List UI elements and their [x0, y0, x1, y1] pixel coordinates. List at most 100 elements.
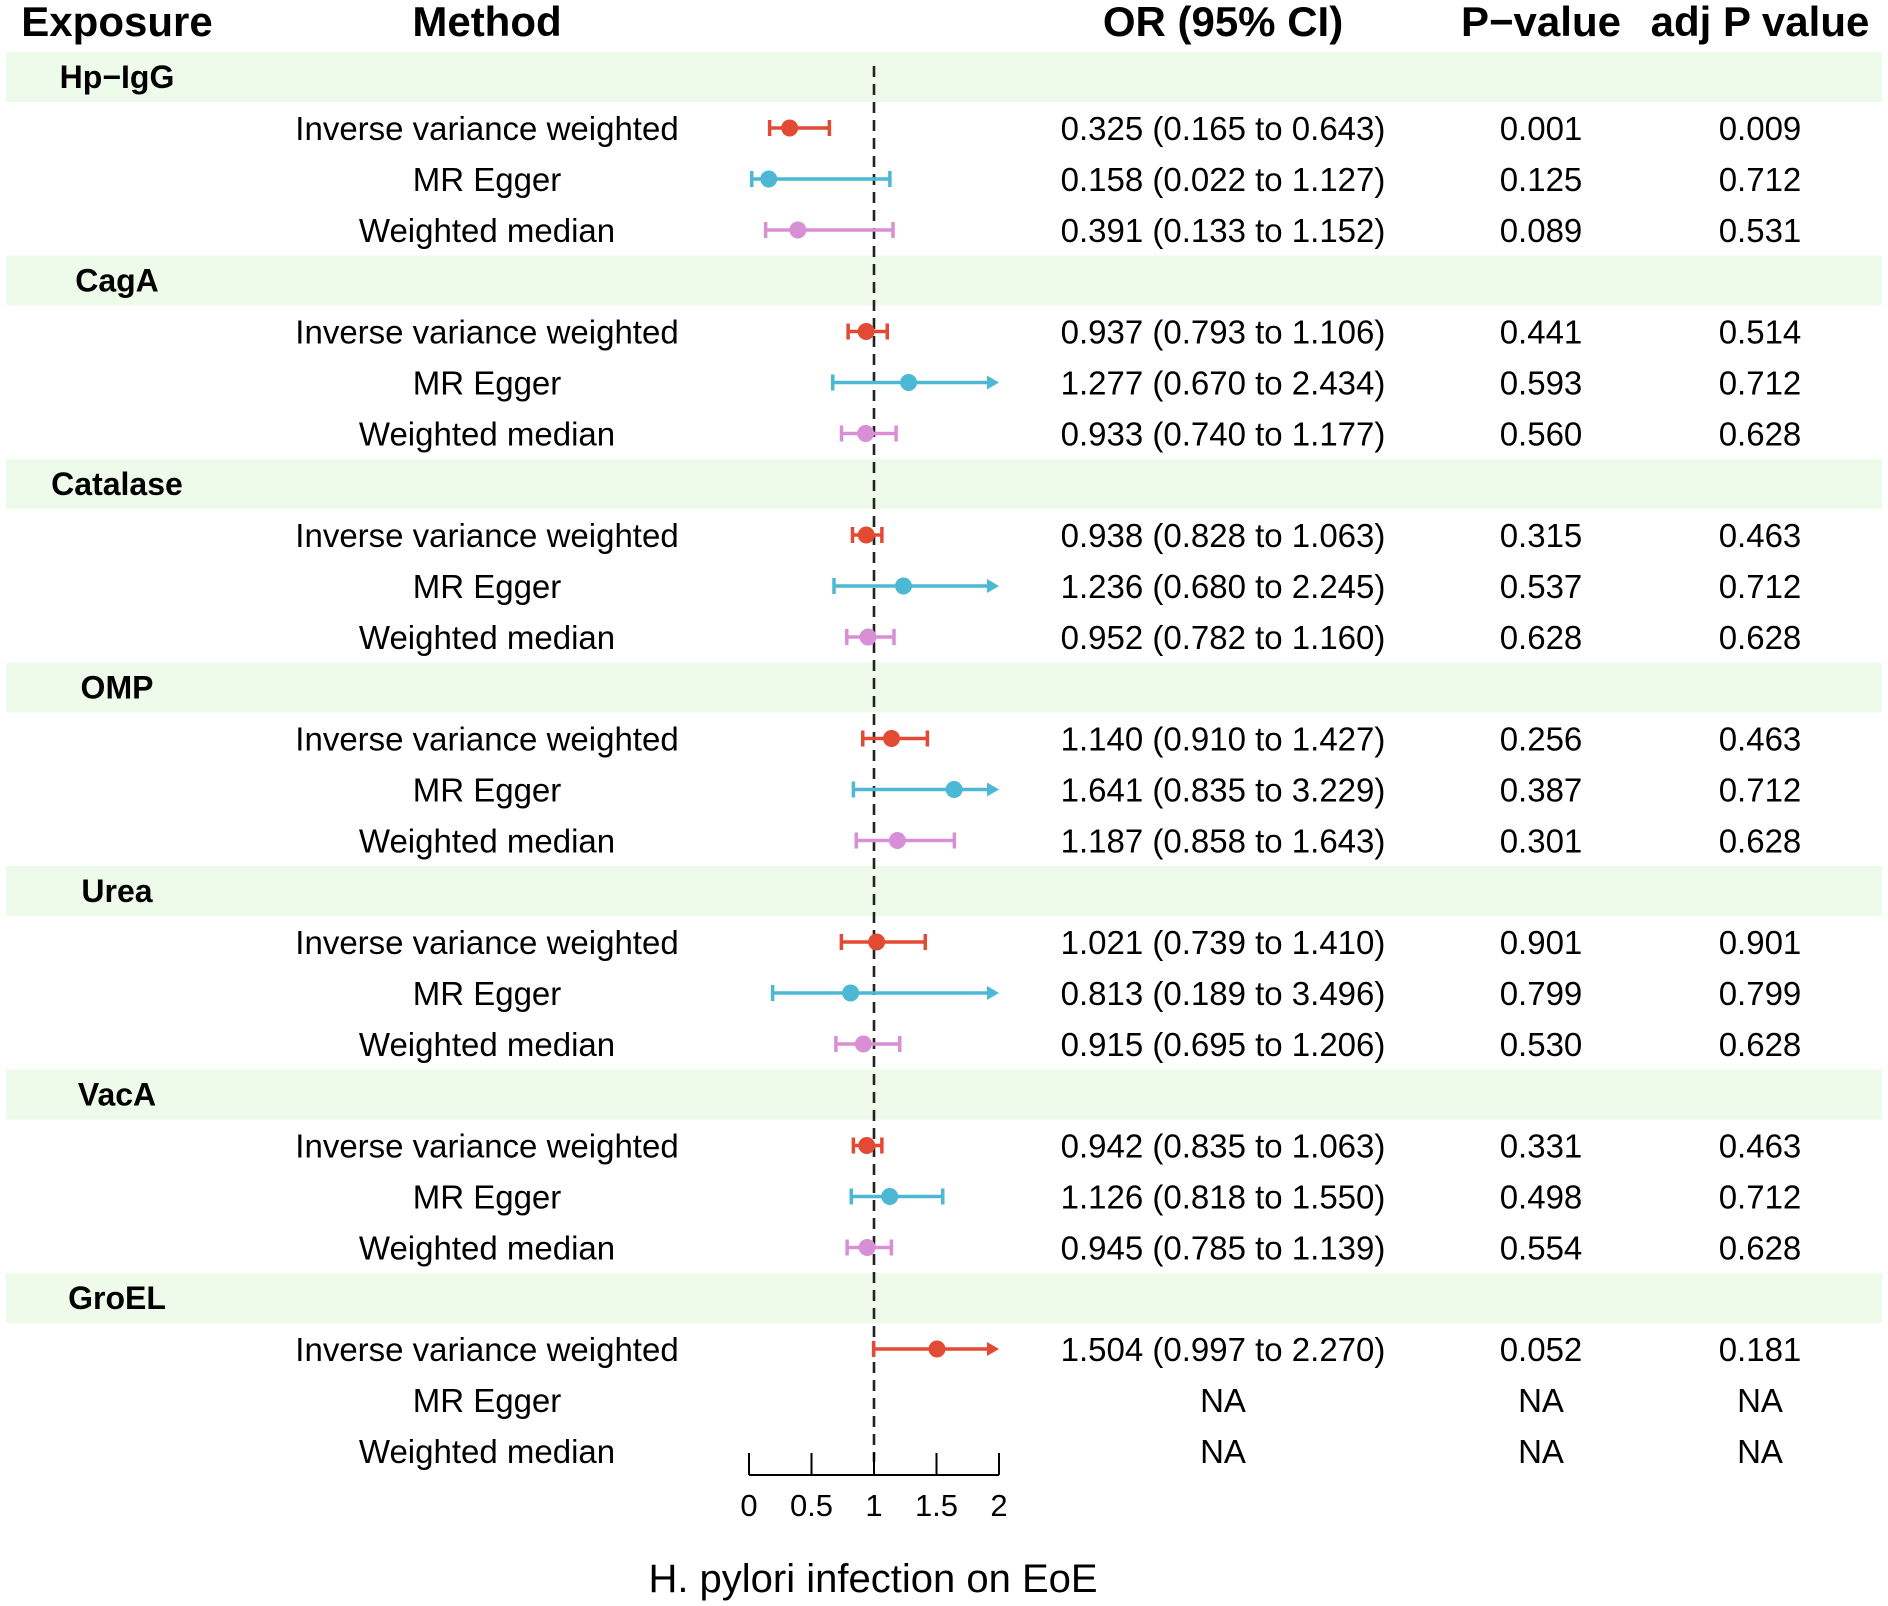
method-label: Inverse variance weighted — [295, 314, 678, 351]
p-value: 0.052 — [1500, 1331, 1583, 1368]
or-ci-value: 0.933 (0.740 to 1.177) — [1061, 416, 1386, 453]
or-ci-value: 0.937 (0.793 to 1.106) — [1061, 314, 1386, 351]
point-estimate — [842, 984, 860, 1002]
or-ci-value: 1.277 (0.670 to 2.434) — [1061, 365, 1386, 402]
header-or: OR (95% CI) — [1103, 0, 1343, 45]
header-adj-p-value: adj P value — [1651, 0, 1870, 45]
adj-p-value: 0.628 — [1719, 1230, 1802, 1267]
p-value: 0.089 — [1500, 212, 1583, 249]
method-label: Weighted median — [359, 416, 615, 453]
point-estimate — [858, 1239, 876, 1256]
adj-p-value: 0.799 — [1719, 975, 1802, 1012]
point-estimate — [859, 628, 877, 646]
p-value: 0.593 — [1500, 365, 1583, 402]
group-band — [6, 866, 1882, 916]
group-band — [6, 52, 1882, 102]
point-estimate — [854, 1035, 872, 1053]
group-band — [6, 662, 1882, 713]
method-label: Inverse variance weighted — [295, 1128, 678, 1165]
p-value: 0.125 — [1500, 161, 1583, 198]
point-estimate — [900, 374, 918, 391]
exposure-label: VacA — [78, 1077, 156, 1113]
method-label: Inverse variance weighted — [295, 1331, 678, 1368]
group-band — [6, 1273, 1882, 1323]
method-label: MR Egger — [413, 568, 562, 605]
x-tick-label: 2 — [990, 1488, 1007, 1523]
method-label: Weighted median — [359, 1230, 615, 1267]
or-ci-value: 0.813 (0.189 to 3.496) — [1061, 975, 1386, 1012]
x-axis-label: H. pylori infection on EoE — [648, 1557, 1097, 1601]
p-value: 0.901 — [1500, 924, 1583, 961]
or-ci-value: 0.942 (0.835 to 1.063) — [1061, 1128, 1386, 1165]
point-estimate — [945, 781, 963, 798]
p-value: NA — [1518, 1382, 1564, 1419]
method-label: Inverse variance weighted — [295, 924, 678, 961]
or-ci-value: 0.952 (0.782 to 1.160) — [1061, 619, 1386, 656]
adj-p-value: 0.009 — [1719, 110, 1802, 147]
adj-p-value: 0.712 — [1719, 772, 1802, 809]
point-estimate — [883, 730, 900, 747]
method-label: MR Egger — [413, 772, 562, 809]
or-ci-value: 1.236 (0.680 to 2.245) — [1061, 568, 1386, 605]
adj-p-value: 0.628 — [1719, 619, 1802, 656]
exposure-label: GroEL — [68, 1280, 166, 1316]
point-estimate — [928, 1340, 946, 1358]
ci-arrow — [987, 1342, 999, 1356]
p-value: 0.498 — [1500, 1179, 1583, 1216]
ci-arrow — [987, 375, 999, 390]
or-ci-value: NA — [1200, 1433, 1246, 1470]
exposure-label: OMP — [81, 670, 154, 706]
method-label: MR Egger — [413, 975, 562, 1012]
ci-arrow — [987, 579, 999, 593]
point-estimate — [760, 170, 778, 188]
p-value: 0.560 — [1500, 416, 1583, 453]
p-value: 0.256 — [1500, 721, 1583, 758]
point-estimate — [789, 221, 807, 239]
p-value: 0.537 — [1500, 568, 1583, 605]
x-tick-label: 1 — [865, 1488, 882, 1523]
p-value: 0.799 — [1500, 975, 1583, 1012]
table-rows: Hp−IgG Inverse variance weighted 0.325 (0.… — [51, 59, 1801, 1470]
method-label: Inverse variance weighted — [295, 721, 678, 758]
or-ci-value: 0.158 (0.022 to 1.127) — [1061, 161, 1386, 198]
adj-p-value: NA — [1737, 1382, 1783, 1419]
or-ci-value: 0.938 (0.828 to 1.063) — [1061, 517, 1386, 554]
x-axis: 0 0.5 1 1.5 2 — [740, 1453, 1008, 1523]
or-ci-value: 1.504 (0.997 to 2.270) — [1061, 1331, 1386, 1368]
method-label: MR Egger — [413, 161, 562, 198]
method-label: Inverse variance weighted — [295, 110, 678, 147]
adj-p-value: 0.901 — [1719, 924, 1802, 961]
x-tick-label: 0 — [740, 1488, 757, 1523]
adj-p-value: 0.628 — [1719, 823, 1802, 860]
x-tick-label: 0.5 — [790, 1488, 833, 1523]
ci-arrow — [987, 782, 999, 797]
header-p-value: P−value — [1461, 0, 1621, 45]
p-value: 0.001 — [1500, 110, 1583, 147]
point-estimate — [888, 832, 906, 849]
adj-p-value: 0.628 — [1719, 1026, 1802, 1063]
adj-p-value: 0.463 — [1719, 721, 1802, 758]
point-estimate — [895, 577, 912, 595]
or-ci-value: 0.325 (0.165 to 0.643) — [1061, 110, 1386, 147]
ci-marks — [750, 119, 999, 1358]
adj-p-value: 0.712 — [1719, 365, 1802, 402]
or-ci-value: 0.391 (0.133 to 1.152) — [1061, 212, 1386, 249]
group-bands — [6, 52, 1882, 1323]
group-band — [6, 255, 1882, 306]
method-label: Weighted median — [359, 619, 615, 656]
point-estimate — [857, 323, 875, 340]
p-value: 0.554 — [1500, 1230, 1583, 1267]
p-value: 0.530 — [1500, 1026, 1583, 1063]
adj-p-value: 0.712 — [1719, 161, 1802, 198]
adj-p-value: 0.514 — [1719, 314, 1802, 351]
adj-p-value: 0.463 — [1719, 1128, 1802, 1165]
adj-p-value: NA — [1737, 1433, 1783, 1470]
exposure-label: Hp−IgG — [60, 59, 175, 95]
method-label: MR Egger — [413, 1382, 562, 1419]
p-value: 0.441 — [1500, 314, 1583, 351]
method-label: Weighted median — [359, 1433, 615, 1470]
adj-p-value: 0.531 — [1719, 212, 1802, 249]
p-value: 0.301 — [1500, 823, 1583, 860]
p-value: 0.628 — [1500, 619, 1583, 656]
method-label: MR Egger — [413, 1179, 562, 1216]
